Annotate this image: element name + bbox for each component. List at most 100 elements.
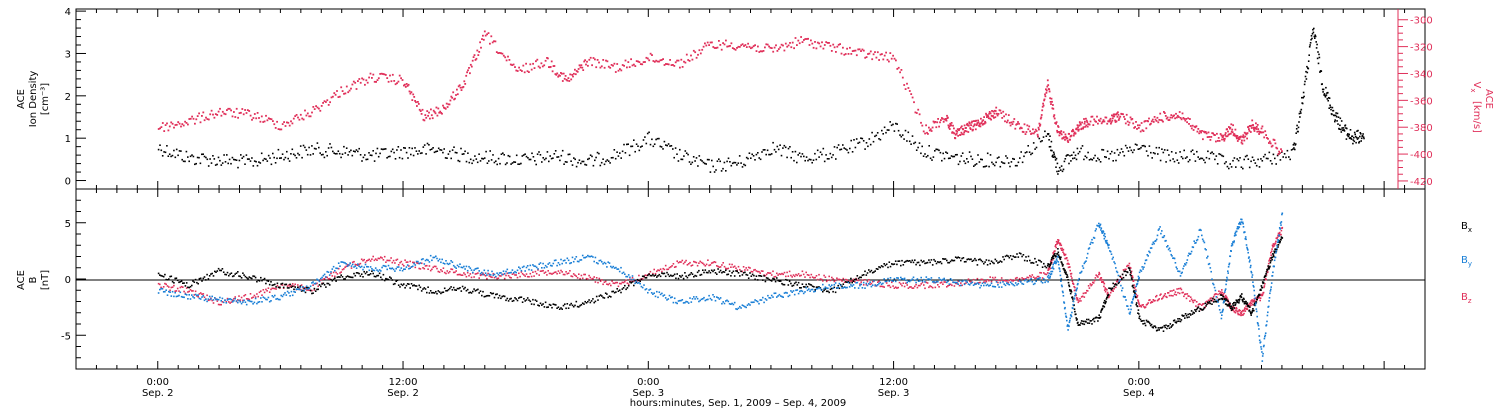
density-point: [490, 159, 493, 161]
vx-point: [634, 65, 637, 67]
density-point: [1091, 159, 1094, 161]
density-point: [251, 157, 253, 159]
density-point: [160, 149, 163, 152]
bx-point: [1229, 305, 1232, 308]
density-point: [659, 145, 662, 148]
by-point: [502, 270, 505, 272]
bx-point: [759, 275, 761, 277]
bz-point: [1178, 287, 1180, 290]
bz-point: [1034, 277, 1036, 280]
bx-point: [1176, 320, 1178, 323]
density-point: [1216, 163, 1219, 165]
vx-point: [977, 119, 979, 122]
by-point: [455, 267, 457, 269]
vx-point: [588, 58, 591, 61]
by-point: [243, 299, 245, 302]
bz-point: [1171, 290, 1173, 292]
vx-point: [674, 61, 677, 64]
density-point: [319, 152, 321, 154]
bz-point: [736, 269, 738, 271]
density-point: [511, 162, 514, 164]
by-point: [228, 298, 230, 300]
vx-point: [808, 44, 811, 46]
density-point: [691, 161, 694, 164]
bx-point: [634, 279, 636, 282]
bz-point: [1063, 254, 1066, 257]
density-point: [343, 145, 345, 148]
vx-point: [466, 71, 468, 74]
bz-point: [727, 267, 730, 270]
bz-point: [924, 287, 926, 290]
bx-point: [647, 274, 649, 277]
bz-point: [919, 284, 921, 287]
bx-point: [1094, 317, 1097, 319]
bx-point: [1178, 320, 1180, 322]
vx-point: [1163, 111, 1165, 113]
density-point: [705, 163, 707, 165]
vx-point: [1135, 121, 1137, 123]
bz-point: [1183, 295, 1185, 298]
bz-point: [989, 276, 991, 278]
vx-point: [1242, 136, 1245, 139]
bx-point: [297, 286, 299, 289]
bz-point: [707, 259, 709, 261]
vx-point: [1064, 138, 1066, 141]
vx-point: [226, 109, 228, 111]
vx-point: [879, 53, 882, 56]
density-point: [964, 162, 967, 165]
bx-point: [395, 280, 397, 282]
density-point: [621, 150, 624, 153]
density-point: [1297, 130, 1299, 133]
vx-point: [612, 64, 614, 67]
density-point: [517, 163, 519, 165]
bx-point: [309, 289, 312, 292]
bz-point: [1052, 252, 1054, 254]
by-point: [526, 265, 529, 267]
by-point: [460, 266, 463, 269]
density-point: [736, 164, 738, 166]
density-point: [348, 151, 351, 153]
bz-point: [806, 274, 809, 276]
by-point: [252, 303, 254, 305]
bx-point: [854, 278, 856, 281]
vx-point: [776, 50, 779, 52]
vx-point: [560, 72, 562, 74]
vx-point: [361, 77, 363, 80]
vx-point: [1014, 127, 1017, 130]
vx-point: [1269, 142, 1272, 145]
bx-point: [493, 296, 496, 299]
density-point: [542, 157, 544, 159]
density-point: [1253, 159, 1255, 161]
bz-point: [193, 294, 196, 296]
bx-point: [376, 274, 378, 277]
density-point: [564, 161, 567, 163]
vx-point: [1177, 116, 1180, 118]
bz-point: [920, 283, 922, 285]
bz-point: [1229, 306, 1231, 309]
by-point: [354, 265, 357, 267]
vx-point: [1195, 125, 1198, 128]
bx-point: [1172, 324, 1174, 326]
density-point: [1182, 157, 1184, 160]
density-point: [1240, 166, 1243, 168]
vx-point: [946, 114, 948, 117]
density-point: [731, 162, 734, 165]
density-point: [886, 129, 889, 131]
bx-point: [371, 270, 373, 272]
density-point: [897, 129, 900, 132]
bx-point: [1243, 298, 1245, 300]
vx-point: [1241, 139, 1243, 142]
bz-point: [753, 269, 755, 271]
bx-point: [670, 274, 672, 277]
bx-point: [1063, 271, 1066, 273]
density-point: [687, 153, 689, 156]
density-point: [1219, 153, 1222, 156]
density-point: [1150, 151, 1152, 154]
vx-point: [764, 46, 766, 49]
bx-point: [1262, 281, 1265, 284]
bx-point: [687, 274, 690, 277]
bx-point: [202, 277, 205, 280]
vx-point: [266, 119, 269, 122]
bz-point: [940, 281, 943, 284]
by-point: [341, 261, 344, 263]
